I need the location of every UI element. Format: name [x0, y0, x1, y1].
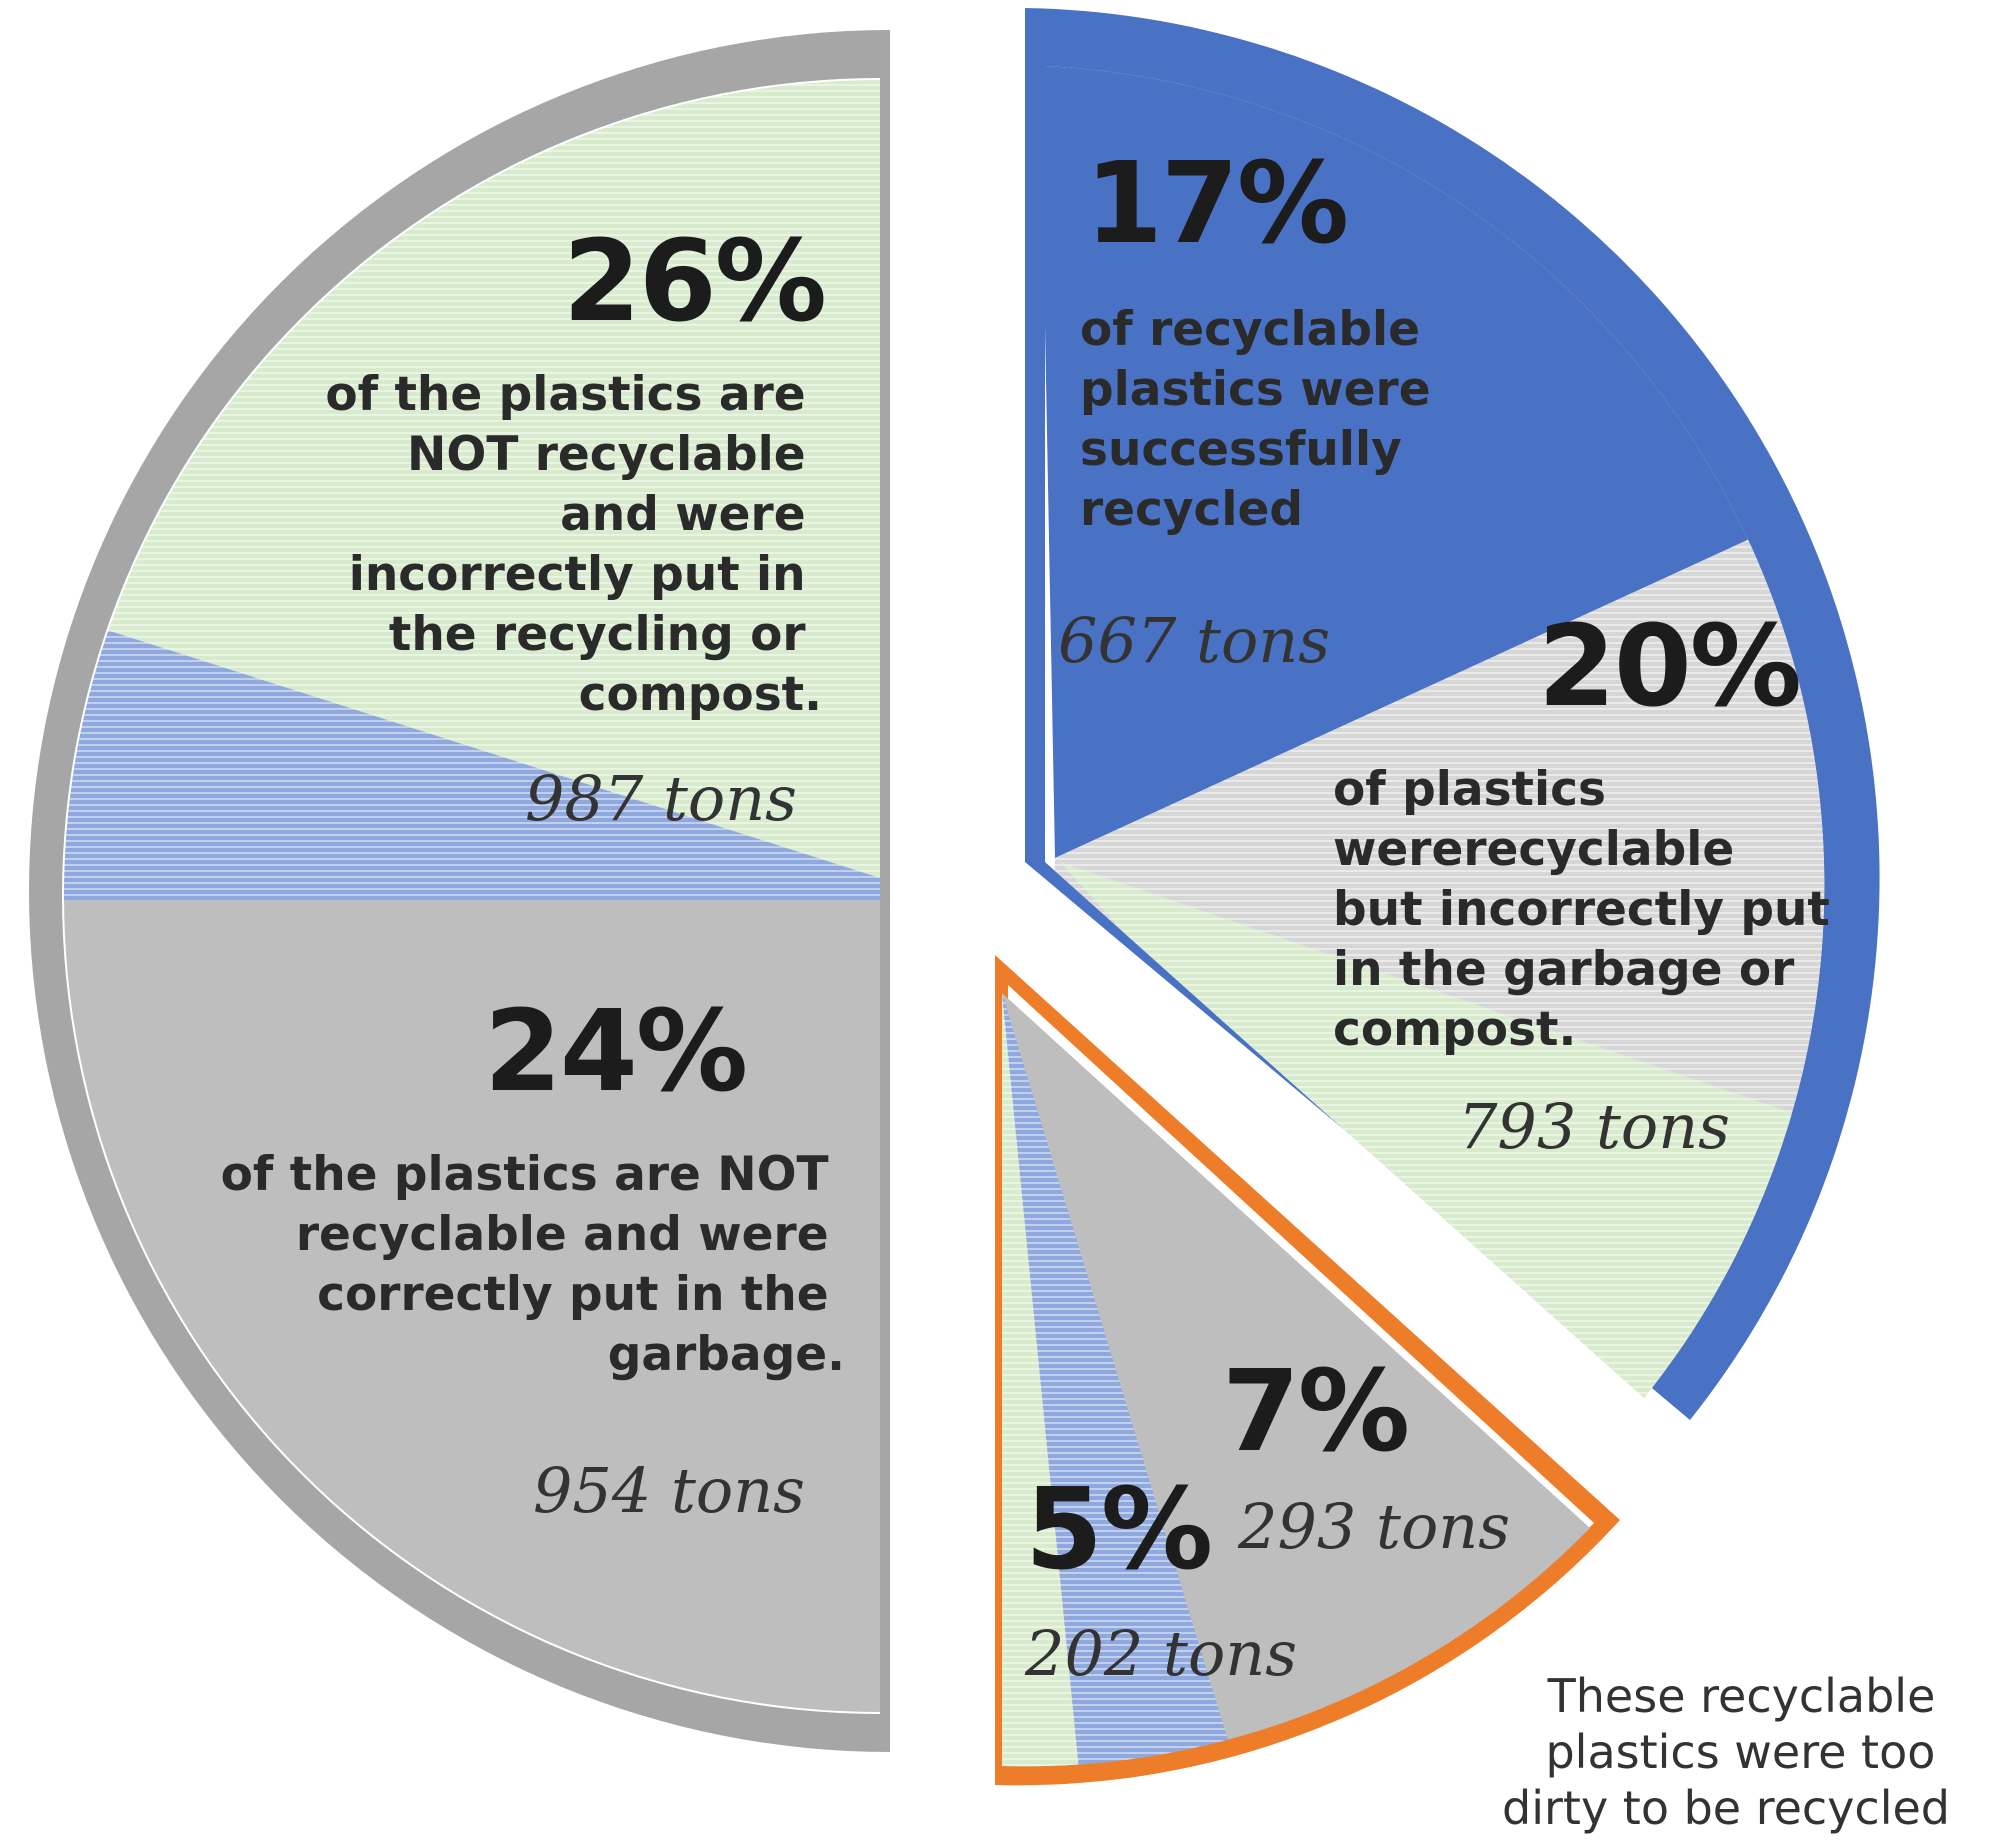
slice-26-blue-wedge [64, 615, 880, 900]
tons-label-20: 793 tons [1458, 1090, 1730, 1163]
label-20: 20% of plastics wererecyclable but incor… [1333, 602, 1846, 1163]
description-17: of recyclable plastics were successfully… [1080, 302, 1447, 537]
slice-5-blue-wedge [1002, 993, 1240, 1767]
note-text: These recyclable plastics were too dirty… [1502, 1669, 1950, 1835]
label-7: 7% 293 tons [1222, 1347, 1510, 1563]
percent-label-5: 5% [1025, 1465, 1211, 1595]
tons-label-24: 954 tons [533, 1454, 805, 1527]
tons-label-26: 987 tons [525, 762, 797, 835]
tons-label-17: 667 tons [1058, 604, 1330, 677]
left-half [29, 30, 890, 1752]
label-26: 26% of the plastics are NOT recyclable a… [325, 217, 827, 835]
tons-label-7: 293 tons [1237, 1490, 1510, 1563]
percent-label-26: 26% [563, 217, 825, 347]
dirty-plastics-note: These recyclable plastics were too dirty… [1502, 1669, 1950, 1835]
label-17: 17% of recyclable plastics were successf… [1058, 139, 1447, 677]
label-5: 5% 202 tons [1024, 1465, 1297, 1690]
percent-label-24: 24% [484, 987, 746, 1117]
description-26: of the plastics are NOT recyclable and w… [325, 367, 822, 722]
right-piece [1025, 8, 1880, 1420]
description-20: of plastics wererecyclable but incorrect… [1333, 762, 1846, 1057]
percent-label-7: 7% [1222, 1347, 1408, 1477]
slice-5-green-wedge [1002, 993, 1080, 1767]
tons-label-5: 202 tons [1024, 1617, 1297, 1690]
label-24: 24% of the plastics are NOT recyclable a… [221, 987, 845, 1527]
percent-label-20: 20% [1538, 602, 1800, 732]
percent-label-17: 17% [1085, 139, 1347, 269]
description-24: of the plastics are NOT recyclable and w… [221, 1147, 845, 1382]
